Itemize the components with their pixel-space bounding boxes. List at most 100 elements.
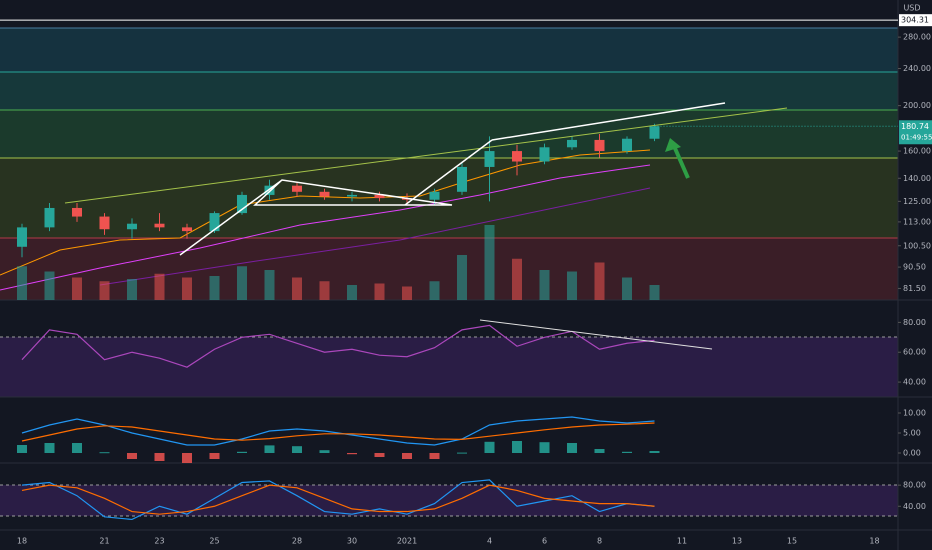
volume-bar xyxy=(292,277,302,300)
volume-bar xyxy=(374,283,385,300)
y-tick-label: 125.00 xyxy=(903,197,931,206)
histogram-bar xyxy=(539,442,550,453)
x-tick-label: 15 xyxy=(787,537,797,546)
candle-body xyxy=(154,223,165,228)
candle-body xyxy=(622,138,632,152)
histogram-bar xyxy=(182,453,192,463)
histogram-bar xyxy=(429,453,440,459)
trendline xyxy=(404,139,493,206)
x-tick-label: 8 xyxy=(597,537,602,546)
drawings xyxy=(64,102,788,350)
histogram-bar xyxy=(292,446,302,453)
y-tick-label: 81.50 xyxy=(903,284,926,293)
volume-bar xyxy=(622,277,632,300)
x-tick-label: 18 xyxy=(17,537,27,546)
candle-body xyxy=(292,185,302,192)
volume-bar xyxy=(44,271,55,300)
candle-body xyxy=(182,227,192,232)
volume-bar xyxy=(484,225,495,300)
x-tick-label: 23 xyxy=(154,537,164,546)
histogram-bar xyxy=(237,451,247,453)
candle-body xyxy=(539,147,550,162)
trendline xyxy=(491,102,726,141)
zone xyxy=(0,28,898,72)
candle-body xyxy=(649,126,660,139)
fib-zones xyxy=(0,27,898,300)
y-tick-label: 280.00 xyxy=(903,33,931,42)
x-tick-label: 30 xyxy=(347,537,357,546)
x-tick-label: 25 xyxy=(209,537,219,546)
volume-bar xyxy=(347,285,357,300)
marks xyxy=(17,123,660,521)
volume-bar xyxy=(182,277,192,300)
histogram-bar xyxy=(484,441,495,453)
candle-body xyxy=(17,227,27,247)
histogram-bar xyxy=(649,451,660,453)
histogram-bar xyxy=(319,450,330,453)
histogram-bar xyxy=(374,453,385,457)
volume-bar xyxy=(237,266,247,300)
candle-body xyxy=(127,223,137,230)
y-tick-label: 240.00 xyxy=(903,64,931,73)
histogram-bar xyxy=(402,453,412,459)
histogram-bar xyxy=(264,445,275,453)
candle-body xyxy=(374,194,385,199)
countdown: 01:49:55 xyxy=(901,133,932,141)
x-tick-label: 4 xyxy=(487,537,492,546)
volume-bar xyxy=(209,276,220,300)
y-tick-label: 10.00 xyxy=(903,409,926,418)
volume-bar xyxy=(649,285,660,300)
arrow xyxy=(672,145,690,179)
histogram-bar xyxy=(594,449,605,453)
histogram-bar xyxy=(512,441,522,453)
indicator-line xyxy=(21,416,655,446)
candle-body xyxy=(44,207,55,228)
candle-body xyxy=(264,185,275,195)
y-tick-label: 60.00 xyxy=(903,348,926,357)
candle-body xyxy=(347,194,357,197)
x-tick-label: 2021 xyxy=(397,537,417,546)
volume-bar xyxy=(512,258,522,300)
x-tick-label: 11 xyxy=(677,537,687,546)
price-line-label: 304.31 xyxy=(901,16,929,25)
moving-average xyxy=(0,149,651,276)
x-tick-label: 28 xyxy=(292,537,302,546)
candle-body xyxy=(594,139,605,152)
indicator-line xyxy=(21,324,655,368)
volume-bar xyxy=(539,270,550,300)
y-tick-label: 140.00 xyxy=(903,174,931,183)
volume-bar xyxy=(567,271,577,300)
volume-bar xyxy=(72,277,82,300)
volume-bar xyxy=(319,281,330,300)
y-tick-label: 5.00 xyxy=(903,429,921,438)
volume-bar xyxy=(17,266,27,300)
histogram-bar xyxy=(99,452,110,454)
histogram-bar xyxy=(44,443,55,453)
rsi-divergence xyxy=(479,319,713,350)
triangle-pattern xyxy=(179,179,453,256)
price-line-box xyxy=(899,14,932,27)
candle-body xyxy=(209,213,220,232)
volume-bar xyxy=(99,281,110,300)
histogram-bar xyxy=(154,453,165,461)
zone xyxy=(0,238,898,300)
rsi-band xyxy=(0,337,898,397)
y-tick-label: 80.00 xyxy=(903,481,926,490)
histogram-bar xyxy=(347,453,357,455)
zone xyxy=(0,110,898,158)
candle-body xyxy=(457,166,467,192)
zone xyxy=(0,72,898,110)
x-tick-label: 18 xyxy=(869,537,879,546)
y-tick-label: 80.00 xyxy=(903,318,926,327)
candle-body xyxy=(484,151,495,167)
histogram-bar xyxy=(72,443,82,453)
candle-body xyxy=(512,151,522,162)
last-price-box xyxy=(899,120,932,145)
x-tick-label: 13 xyxy=(732,537,742,546)
volume-bar xyxy=(154,273,165,300)
volume-bar xyxy=(594,262,605,300)
histogram-bar xyxy=(457,452,467,454)
histogram-bar xyxy=(17,445,27,453)
trendline xyxy=(64,107,788,204)
